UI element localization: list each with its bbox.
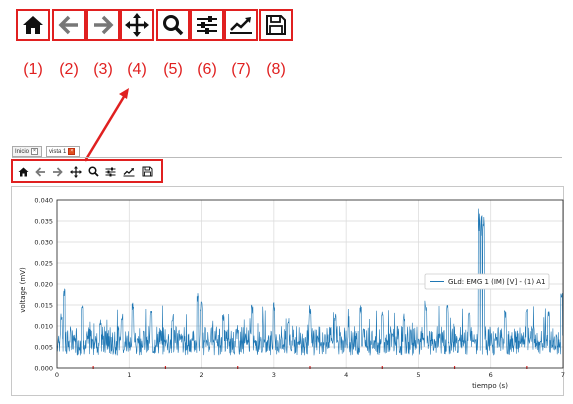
button-number-1: (1) [23,61,43,78]
back-arrow-icon [35,166,45,177]
legend-label: GLd: EMG 1 (IM) [V] - (1) A1 [448,278,546,286]
x-tick-label: 0 [55,371,59,379]
plot-area [56,199,564,369]
tab-label: Inicio [15,148,30,155]
edit-axis-button[interactable] [121,164,136,179]
configure-subplots-icon [105,167,116,176]
x-tick-label: 4 [344,371,348,379]
back-button[interactable] [52,9,86,41]
y-tick-label: 0.015 [34,302,53,310]
button-number-6: (6) [197,61,217,78]
x-tick-label: 3 [272,371,276,379]
home-button[interactable] [16,164,31,179]
forward-button[interactable] [50,164,65,179]
forward-arrow-icon [53,166,63,177]
back-button[interactable] [33,164,48,179]
button-number-8: (8) [266,61,286,78]
save-button[interactable] [140,164,155,179]
save-floppy-icon [142,166,153,177]
zoom-button[interactable] [156,9,190,41]
tab-underline [12,157,562,158]
pan-move-icon [125,13,149,37]
configure-subplots-button[interactable] [190,9,224,41]
x-tick-label: 1 [127,371,131,379]
y-tick-label: 0.000 [34,365,53,373]
emg-series-line [56,208,564,356]
back-arrow-icon [58,15,78,35]
button-number-5: (5) [163,61,183,78]
pan-button[interactable] [120,9,154,41]
configure-subplots-button[interactable] [103,164,118,179]
zoom-magnifier-icon [88,166,99,177]
axis-ticks: 0.000 0.005 0.010 0.015 0.020 0.025 0.030 0.035… [34,197,565,380]
pan-move-icon [69,165,82,178]
x-axis-label: tiempo (s) [472,382,508,390]
home-button[interactable] [16,9,50,41]
button-number-4: (4) [127,61,147,78]
zoom-magnifier-icon [163,15,184,36]
button-number-7: (7) [231,61,251,78]
button-number-2: (2) [59,61,79,78]
y-tick-label: 0.020 [34,281,53,289]
legend-box [424,273,550,290]
forward-arrow-icon [94,15,114,35]
tab-label: vista 1 [49,148,67,155]
save-button[interactable] [259,9,293,41]
close-tab-icon[interactable]: × [31,148,39,155]
edit-axis-button[interactable] [224,9,258,41]
forward-button[interactable] [86,9,120,41]
tab-vista-1[interactable]: vista 1 × [46,146,80,157]
y-tick-label: 0.040 [34,197,53,205]
pan-button[interactable] [68,164,83,179]
save-floppy-icon [266,15,286,35]
edit-axis-curve-icon [123,167,134,176]
zoom-button[interactable] [86,164,101,179]
tab-inicio[interactable]: Inicio × [12,146,42,157]
y-tick-label: 0.025 [34,260,53,268]
y-tick-label: 0.005 [34,344,53,352]
x-tick-label: 5 [416,371,420,379]
x-tick-label: 7 [561,371,565,379]
legend: GLd: EMG 1 (IM) [V] - (1) A1 [424,273,550,290]
y-tick-label: 0.030 [34,239,53,247]
home-icon [18,167,29,176]
configure-subplots-icon [197,16,217,34]
close-tab-icon[interactable]: × [68,148,76,155]
button-number-3: (3) [93,61,113,78]
edit-axis-curve-icon [230,17,252,34]
y-tick-label: 0.010 [34,323,53,331]
toolbar-actual [11,159,163,183]
y-tick-label: 0.035 [34,218,53,226]
x-tick-label: 2 [200,371,204,379]
x-tick-label: 6 [489,371,493,379]
home-icon [23,16,43,34]
y-axis-label: voltage (mV) [19,267,27,313]
